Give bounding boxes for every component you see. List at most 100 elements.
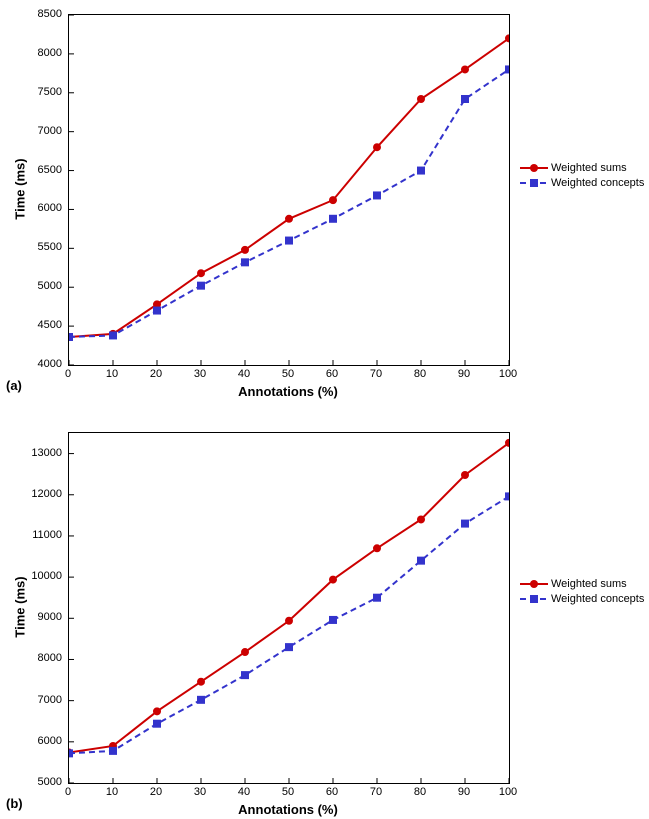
panel_b-y-axis-label: Time (ms) [13,576,28,637]
panel_a-xtick-label: 30 [194,368,206,380]
panel_a-ytick-label: 7000 [38,125,62,137]
panel_b-legend-item: Weighted concepts [520,592,644,606]
panel_b-series-1-marker [373,594,381,602]
panel_b-xtick-label: 40 [238,786,250,798]
panel_b-xtick-label: 30 [194,786,206,798]
panel_a-series-0-marker [329,196,337,204]
panel_a-xtick-label: 60 [326,368,338,380]
panel_a-series-1-marker [241,258,249,266]
panel_a-series-1-line [69,69,509,337]
panel_a-series-1-marker [153,307,161,315]
panel_a-ytick-label: 8500 [38,8,62,20]
panel_b-ytick-label: 11000 [32,529,62,541]
panel_a-legend-sample-icon [520,176,548,190]
panel_b-svg [69,433,509,783]
panel_b-series-1-marker [153,720,161,728]
panel_b-legend-sample-icon [520,577,548,591]
panel_a-series-0-marker [373,143,381,151]
panel_b-x-axis-label: Annotations (%) [238,802,338,817]
panel_a-legend-label: Weighted concepts [551,177,644,189]
panel_b-xtick-label: 100 [499,786,517,798]
panel_a-series-0-marker [241,246,249,254]
panel_b-xtick-label: 70 [370,786,382,798]
panel_b-series-0-marker [417,515,425,523]
panel_a-series-1-marker [417,167,425,175]
panel_a-svg [69,15,509,365]
panel_a-series-1-marker [461,95,469,103]
panel_b-legend-label: Weighted sums [551,578,627,590]
panel_a-plot-area [68,14,510,366]
panel_a-series-0-marker [461,65,469,73]
panel_a-series-1-marker [197,282,205,290]
panel_b-legend-label: Weighted concepts [551,593,644,605]
panel_a-series-1-marker [373,191,381,199]
panel_b-series-1-marker [285,643,293,651]
panel_a-xtick-label: 10 [106,368,118,380]
panel_b-xtick-label: 0 [65,786,71,798]
panel_b-ytick-label: 6000 [38,735,62,747]
panel_b-series-0-marker [197,678,205,686]
panel_b-ytick-label: 8000 [38,652,62,664]
panel_b-legend-item: Weighted sums [520,577,644,591]
panel_a-legend-item: Weighted sums [520,161,644,175]
panel_b-series-0-marker [285,617,293,625]
panel_a-xtick-label: 0 [65,368,71,380]
panel_b-legend: Weighted sums Weighted concepts [520,576,644,607]
panel_b-xtick-label: 80 [414,786,426,798]
panel_b-series-1-marker [329,616,337,624]
panel_b-series-1-marker [417,557,425,565]
panel_a-series-0-marker [417,95,425,103]
panel_a-ytick-label: 4500 [38,319,62,331]
panel_b-ytick-label: 13000 [31,447,62,459]
panel_b-series-1-line [69,496,509,753]
panel_b-xtick-label: 90 [458,786,470,798]
panel_a-ytick-label: 5500 [38,241,62,253]
panel_b-ytick-label: 7000 [38,694,62,706]
panel_b-series-0-marker [461,471,469,479]
panel_a-series-1-marker [69,333,73,341]
panel_b-plot-area [68,432,510,784]
panel_b-series-0-marker [329,576,337,584]
panel_a-ytick-label: 5000 [38,280,62,292]
panel_a-series-1-marker [285,237,293,245]
panel_b-series-1-marker [69,749,73,757]
panel_b-series-1-marker [241,671,249,679]
panel_b-series-0-marker [373,544,381,552]
panel_a-xtick-label: 40 [238,368,250,380]
panel_a-xtick-label: 90 [458,368,470,380]
panel_b-xtick-label: 50 [282,786,294,798]
panel_b-ytick-label: 10000 [31,570,62,582]
panel_b-series-0-line [69,443,509,753]
panel_b-xtick-label: 20 [150,786,162,798]
panel_a-ytick-label: 6000 [38,202,62,214]
panel_b-ytick-label: 5000 [38,776,62,788]
panel_b-series-0-marker [241,648,249,656]
panel_a-ytick-label: 4000 [38,358,62,370]
panel_a-series-1-marker [109,331,117,339]
panel_a-y-axis-label: Time (ms) [13,158,28,219]
panel_b-ytick-label: 9000 [38,611,62,623]
panel_a-legend-label: Weighted sums [551,162,627,174]
panel_b-series-1-marker [505,492,509,500]
panel_a-ytick-label: 8000 [38,47,62,59]
panel_a-series-1-marker [329,215,337,223]
panel_a-series-0-line [69,38,509,337]
panel_a-xtick-label: 100 [499,368,517,380]
panel_b-series-0-marker [153,707,161,715]
panel_a-tag: (a) [6,378,22,393]
panel_b-xtick-label: 60 [326,786,338,798]
panel_a-legend-sample-icon [520,161,548,175]
panel_a-series-1-marker [505,65,509,73]
panel_a-legend: Weighted sums Weighted concepts [520,160,644,191]
panel_a-series-0-marker [285,215,293,223]
panel_b-series-1-marker [109,747,117,755]
panel_b-series-1-marker [197,696,205,704]
panel_a-xtick-label: 80 [414,368,426,380]
panel_a-xtick-label: 20 [150,368,162,380]
panel_b-legend-sample-icon [520,592,548,606]
panel_a-xtick-label: 50 [282,368,294,380]
panel_b-series-1-marker [461,520,469,528]
panel_a-series-0-marker [197,269,205,277]
panel_b-xtick-label: 10 [106,786,118,798]
panel_a-ytick-label: 7500 [38,86,62,98]
